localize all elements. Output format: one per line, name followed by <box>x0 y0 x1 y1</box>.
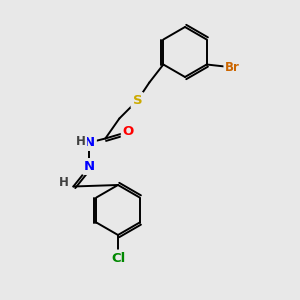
Text: H: H <box>58 176 68 189</box>
Text: O: O <box>123 125 134 138</box>
Text: H: H <box>75 135 85 148</box>
Text: S: S <box>133 94 142 107</box>
Text: Br: Br <box>225 61 240 74</box>
Text: N: N <box>84 136 95 149</box>
Text: N: N <box>84 160 95 173</box>
Text: Cl: Cl <box>111 251 125 265</box>
